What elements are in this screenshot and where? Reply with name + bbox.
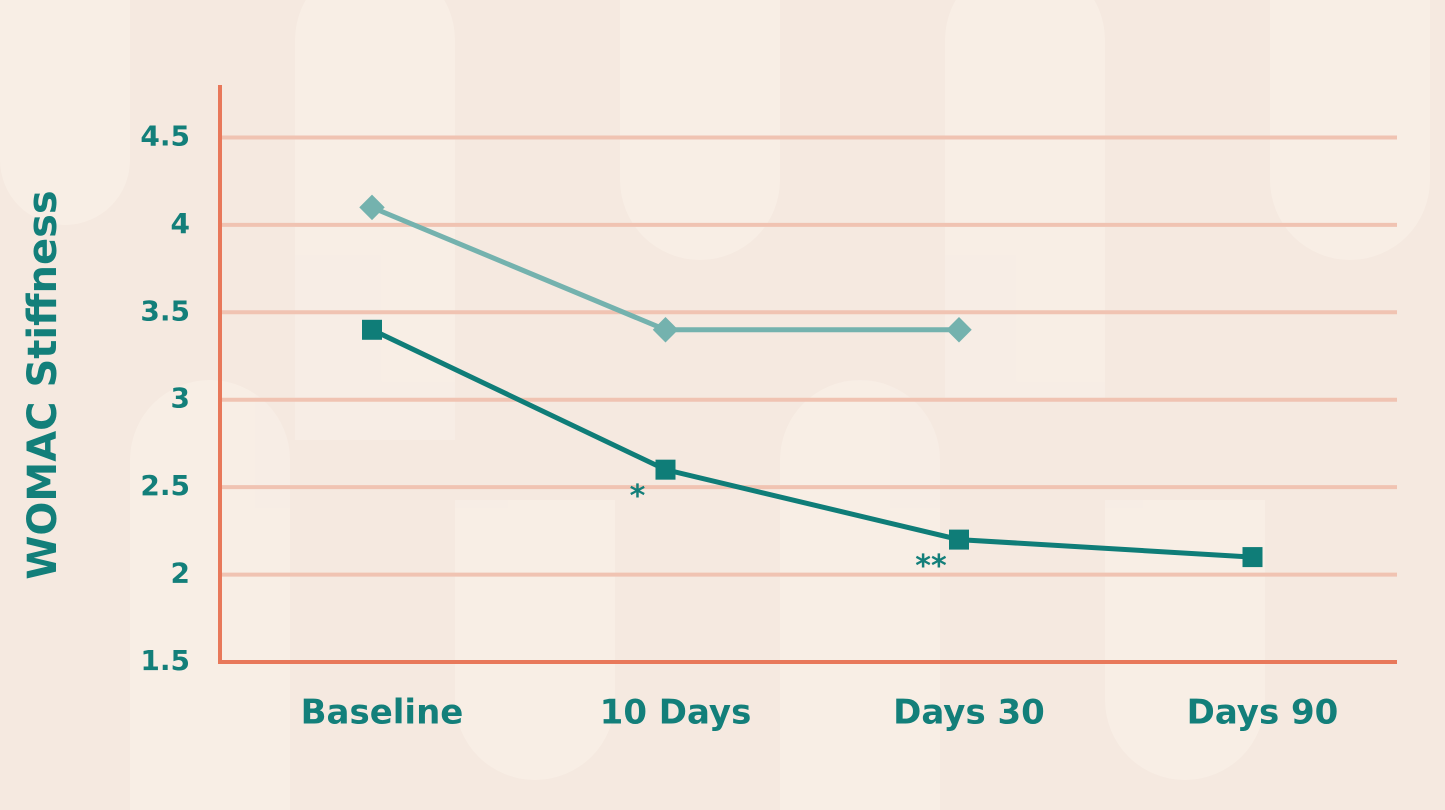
x-tick-label: 10 Days (600, 693, 752, 733)
marker (1242, 547, 1263, 568)
marker (359, 194, 385, 221)
y-tick-label: 4.5 (140, 119, 190, 152)
y-axis-title: WOMAC Stiffness (20, 190, 66, 579)
y-tick-label: 4 (171, 207, 190, 240)
y-tick-label: 2.5 (140, 469, 190, 502)
marker (652, 317, 679, 343)
series-line (370, 327, 1253, 560)
y-tick-label: 3 (171, 382, 190, 415)
x-tick-label: Baseline (301, 693, 464, 733)
x-tick-label: Days 90 (1187, 693, 1339, 733)
marker (655, 459, 676, 480)
annotation: ** (915, 549, 947, 584)
annotation: * (630, 479, 646, 514)
y-tick-label: 2 (171, 557, 190, 590)
marker (949, 529, 969, 550)
y-tick-label: 1.5 (140, 644, 190, 677)
marker (946, 317, 972, 343)
y-tick-label: 3.5 (140, 294, 190, 327)
x-tick-label: Days 30 (893, 693, 1045, 733)
marker (362, 319, 382, 340)
